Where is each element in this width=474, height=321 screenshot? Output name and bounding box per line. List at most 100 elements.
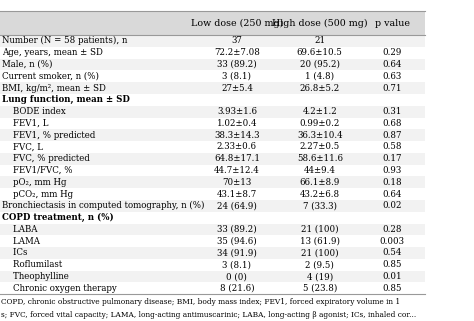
Text: 0.63: 0.63 (383, 72, 401, 81)
Text: 0.71: 0.71 (383, 83, 402, 92)
Text: 4.2±1.2: 4.2±1.2 (302, 107, 337, 116)
FancyBboxPatch shape (0, 188, 425, 200)
Text: 0.01: 0.01 (382, 272, 402, 281)
Text: 0.29: 0.29 (383, 48, 402, 57)
Text: 3 (8.1): 3 (8.1) (222, 260, 251, 269)
Text: 64.8±17.1: 64.8±17.1 (214, 154, 260, 163)
Text: 0.17: 0.17 (383, 154, 402, 163)
Text: 69.6±10.5: 69.6±10.5 (297, 48, 343, 57)
Text: 1 (4.8): 1 (4.8) (305, 72, 334, 81)
Text: BMI, kg/m², mean ± SD: BMI, kg/m², mean ± SD (2, 83, 106, 92)
Text: pCO₂, mm Hg: pCO₂, mm Hg (2, 190, 73, 199)
FancyBboxPatch shape (0, 259, 425, 271)
Text: Current smoker, n (%): Current smoker, n (%) (2, 72, 99, 81)
Text: 3.93±1.6: 3.93±1.6 (217, 107, 257, 116)
Text: s; FVC, forced vital capacity; LAMA, long-acting antimuscarinic; LABA, long-acti: s; FVC, forced vital capacity; LAMA, lon… (1, 311, 417, 319)
Text: pO₂, mm Hg: pO₂, mm Hg (2, 178, 67, 187)
Text: FVC, % predicted: FVC, % predicted (2, 154, 90, 163)
FancyBboxPatch shape (0, 106, 425, 117)
Text: 0.85: 0.85 (383, 260, 402, 269)
Text: 0.58: 0.58 (383, 143, 402, 152)
Text: 20 (95.2): 20 (95.2) (300, 60, 340, 69)
FancyBboxPatch shape (0, 223, 425, 235)
Text: 38.3±14.3: 38.3±14.3 (214, 131, 260, 140)
Text: 26.8±5.2: 26.8±5.2 (300, 83, 340, 92)
Text: 21 (100): 21 (100) (301, 248, 338, 257)
Text: p value: p value (374, 19, 410, 28)
FancyBboxPatch shape (0, 141, 425, 153)
Text: 21 (100): 21 (100) (301, 225, 338, 234)
Text: 34 (91.9): 34 (91.9) (217, 248, 257, 257)
Text: Chronic oxygen therapy: Chronic oxygen therapy (2, 284, 117, 293)
FancyBboxPatch shape (0, 165, 425, 177)
FancyBboxPatch shape (0, 82, 425, 94)
Text: COPD, chronic obstructive pulmonary disease; BMI, body mass index; FEV1, forced : COPD, chronic obstructive pulmonary dise… (1, 298, 401, 306)
Text: 2.27±0.5: 2.27±0.5 (300, 143, 340, 152)
Text: 33 (89.2): 33 (89.2) (217, 225, 257, 234)
FancyBboxPatch shape (0, 59, 425, 70)
Text: 0.02: 0.02 (383, 201, 402, 210)
Text: Male, n (%): Male, n (%) (2, 60, 53, 69)
FancyBboxPatch shape (0, 117, 425, 129)
Text: 44.7±12.4: 44.7±12.4 (214, 166, 260, 175)
Text: 70±13: 70±13 (222, 178, 252, 187)
FancyBboxPatch shape (0, 212, 425, 223)
FancyBboxPatch shape (0, 247, 425, 259)
Text: Number (N = 58 patients), n: Number (N = 58 patients), n (2, 36, 128, 46)
Text: 0.18: 0.18 (382, 178, 402, 187)
Text: 43.2±6.8: 43.2±6.8 (300, 190, 340, 199)
Text: 37: 37 (231, 36, 242, 45)
Text: 0.64: 0.64 (383, 190, 402, 199)
Text: Lung function, mean ± SD: Lung function, mean ± SD (2, 95, 130, 104)
Text: 0.85: 0.85 (383, 284, 402, 293)
Text: 0.003: 0.003 (380, 237, 405, 246)
FancyBboxPatch shape (0, 11, 425, 35)
Text: 21: 21 (314, 36, 325, 45)
Text: 44±9.4: 44±9.4 (304, 166, 336, 175)
Text: Bronchiectasis in computed tomography, n (%): Bronchiectasis in computed tomography, n… (2, 201, 205, 211)
FancyBboxPatch shape (0, 153, 425, 165)
Text: 0.99±0.2: 0.99±0.2 (300, 119, 340, 128)
Text: 0.64: 0.64 (383, 60, 402, 69)
Text: 58.6±11.6: 58.6±11.6 (297, 154, 343, 163)
Text: 35 (94.6): 35 (94.6) (217, 237, 257, 246)
Text: 1.02±0.4: 1.02±0.4 (217, 119, 257, 128)
FancyBboxPatch shape (0, 235, 425, 247)
FancyBboxPatch shape (0, 129, 425, 141)
FancyBboxPatch shape (0, 47, 425, 59)
Text: ICs: ICs (2, 248, 27, 257)
Text: LABA: LABA (2, 225, 37, 234)
Text: LAMA: LAMA (2, 237, 40, 246)
Text: 0.31: 0.31 (383, 107, 402, 116)
Text: BODE index: BODE index (2, 107, 66, 116)
Text: 2.33±0.6: 2.33±0.6 (217, 143, 257, 152)
FancyBboxPatch shape (0, 70, 425, 82)
Text: 66.1±8.9: 66.1±8.9 (300, 178, 340, 187)
FancyBboxPatch shape (0, 271, 425, 282)
Text: Low dose (250 mg): Low dose (250 mg) (191, 19, 283, 28)
Text: Age, years, mean ± SD: Age, years, mean ± SD (2, 48, 103, 57)
FancyBboxPatch shape (0, 94, 425, 106)
Text: High dose (500 mg): High dose (500 mg) (272, 19, 368, 28)
FancyBboxPatch shape (0, 200, 425, 212)
Text: Theophylline: Theophylline (2, 272, 69, 281)
Text: 3 (8.1): 3 (8.1) (222, 72, 251, 81)
FancyBboxPatch shape (0, 282, 425, 294)
Text: 43.1±8.7: 43.1±8.7 (217, 190, 257, 199)
Text: COPD treatment, n (%): COPD treatment, n (%) (2, 213, 114, 222)
Text: 13 (61.9): 13 (61.9) (300, 237, 340, 246)
Text: 24 (64.9): 24 (64.9) (217, 201, 257, 210)
Text: 0 (0): 0 (0) (227, 272, 247, 281)
Text: 0.87: 0.87 (383, 131, 402, 140)
Text: 27±5.4: 27±5.4 (221, 83, 253, 92)
Text: Roflumilast: Roflumilast (2, 260, 63, 269)
FancyBboxPatch shape (0, 177, 425, 188)
Text: FVC, L: FVC, L (2, 143, 43, 152)
Text: FEV1/FVC, %: FEV1/FVC, % (2, 166, 73, 175)
FancyBboxPatch shape (0, 35, 425, 47)
Text: 33 (89.2): 33 (89.2) (217, 60, 257, 69)
Text: 8 (21.6): 8 (21.6) (219, 284, 254, 293)
Text: 36.3±10.4: 36.3±10.4 (297, 131, 343, 140)
Text: 2 (9.5): 2 (9.5) (305, 260, 334, 269)
Text: 0.93: 0.93 (383, 166, 401, 175)
